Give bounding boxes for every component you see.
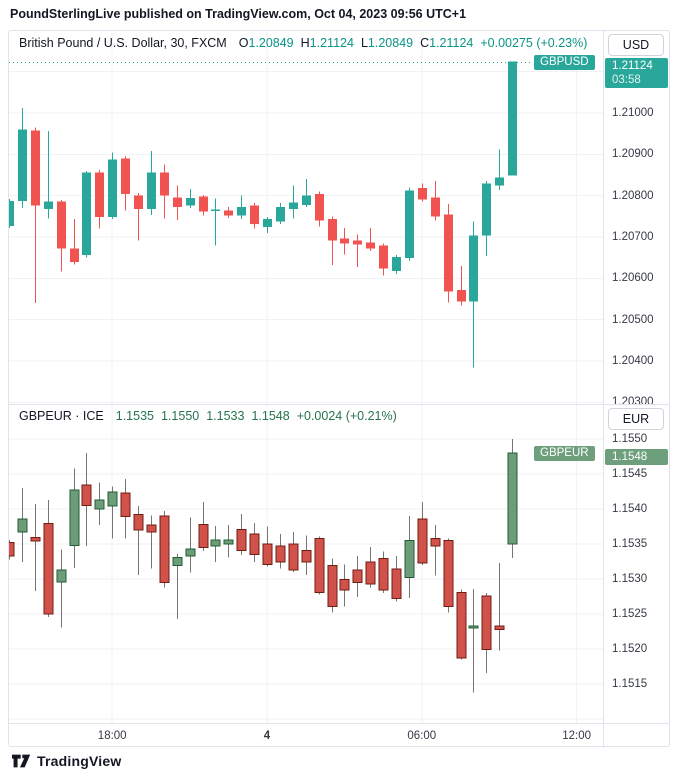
time-tick-label: 4	[263, 730, 271, 742]
tradingview-brand-text: TradingView	[37, 753, 122, 769]
gbpeur-pane: GBPEUR · ICE 1.1535 1.1550 1.1533 1.1548 +0.0…	[9, 404, 603, 723]
open-label: O	[238, 36, 249, 50]
price-tick-label: 1.20900	[612, 148, 654, 161]
price-tick-label: 1.1545	[612, 468, 648, 480]
gbpeur-price-axis[interactable]: 1.1550 1.1545 1.1540 1.1535 1.1530 1.1525 1.15…	[604, 404, 671, 723]
gbpusd-change: +0.00275 (+0.23%)	[480, 36, 588, 50]
low-label: L	[360, 36, 368, 50]
gbpusd-legend-title: British Pound / U.S. Dollar, 30, FXCM	[19, 36, 227, 50]
price-tick-label: 1.20300	[612, 396, 654, 409]
price-tick-label: 1.20500	[612, 313, 654, 326]
low-value: 1.20849	[367, 36, 414, 50]
price-tick-label: 1.20800	[612, 189, 654, 202]
gbpusd-last-price-label: 1.21124 03:58	[605, 57, 668, 88]
gbpusd-pane: British Pound / U.S. Dollar, 30, FXCM O1.…	[9, 31, 603, 404]
time-axis-divider	[9, 723, 669, 724]
high-label: H	[300, 36, 310, 50]
price-tick-label: 1.20700	[612, 230, 654, 243]
price-tick-label: 1.20400	[612, 354, 654, 367]
gbpeur-high-value: 1.1550	[160, 409, 200, 423]
price-tick-label: 1.1515	[612, 678, 648, 690]
eur-currency-button[interactable]: EUR	[608, 408, 664, 430]
open-value: 1.20849	[248, 36, 294, 50]
price-tick-label: 1.1525	[612, 608, 648, 620]
high-value: 1.21124	[309, 36, 354, 50]
price-tick-label: 1.1550	[612, 433, 648, 445]
price-tick-label: 1.1535	[612, 538, 648, 550]
gbpeur-open-value: 1.1535	[115, 409, 154, 423]
gbpeur-change: +0.0024 (+0.21%)	[296, 409, 397, 423]
tradingview-logo-icon	[12, 754, 31, 768]
time-tick-label: 18:00	[97, 730, 127, 742]
price-tick-label: 1.1530	[612, 573, 648, 585]
gbpeur-close-value: 1.1548	[251, 409, 290, 423]
gbpeur-legend: GBPEUR · ICE 1.1535 1.1550 1.1533 1.1548 +0.0…	[19, 409, 397, 423]
gbpusd-ticker-flag[interactable]: GBPUSD	[534, 54, 595, 70]
tradingview-footer-link[interactable]: TradingView	[12, 753, 121, 769]
gbpeur-ticker-flag[interactable]: GBPEUR	[534, 446, 595, 461]
gbpusd-price-axis[interactable]: 1.21000 1.20900 1.20800 1.20700 1.20600 1.205…	[604, 31, 671, 408]
gbpeur-last-price-label: 1.1548	[605, 449, 668, 465]
price-tick-label: 1.20600	[612, 272, 654, 285]
price-axis-divider	[603, 31, 604, 748]
price-tick-label: 1.21000	[612, 107, 654, 119]
usd-currency-button[interactable]: USD	[608, 34, 664, 56]
price-tick-label: 1.1540	[612, 503, 648, 515]
time-tick-label: 06:00	[407, 730, 437, 742]
price-tick-label: 1.1520	[612, 643, 648, 655]
time-tick-label: 12:00	[562, 730, 591, 742]
time-axis[interactable]: 18:00 4 06:00 12:00	[9, 724, 603, 748]
gbpeur-low-value: 1.1533	[206, 409, 245, 423]
chart-widget: British Pound / U.S. Dollar, 30, FXCM O1.…	[8, 30, 671, 748]
attribution-text: PoundSterlingLive published on TradingVi…	[10, 7, 467, 21]
gbpusd-chart-canvas[interactable]	[9, 31, 603, 404]
pane-divider[interactable]	[9, 404, 669, 405]
gbpeur-chart-canvas[interactable]	[9, 404, 603, 723]
gbpeur-legend-title: GBPEUR · ICE	[19, 409, 104, 423]
close-value: 1.21124	[429, 36, 474, 50]
gbpusd-legend: British Pound / U.S. Dollar, 30, FXCM O1.…	[19, 36, 587, 50]
close-label: C	[420, 36, 430, 50]
